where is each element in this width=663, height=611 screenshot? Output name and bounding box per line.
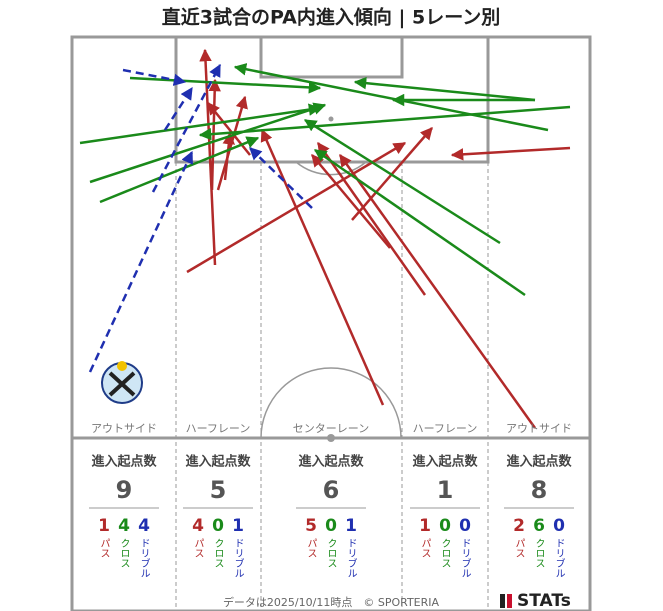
pass-count: 2 xyxy=(513,516,525,536)
arrow xyxy=(233,63,549,132)
arrow xyxy=(260,128,385,406)
brand-mark xyxy=(500,594,505,608)
center-circle xyxy=(260,367,402,439)
lane-lines xyxy=(175,162,489,611)
cross-label: クロス xyxy=(325,538,336,568)
dribble-count: 4 xyxy=(138,516,150,536)
arrow xyxy=(311,154,391,249)
dribble-count: 1 xyxy=(345,516,357,536)
arrow xyxy=(450,146,571,161)
arrow xyxy=(316,141,427,296)
emblem xyxy=(101,361,143,404)
arrow xyxy=(88,150,194,373)
arrow xyxy=(207,102,251,156)
dribble-count: 0 xyxy=(459,516,471,536)
lane-name: ハーフレーン xyxy=(413,422,478,435)
lane-header: 進入起点数 xyxy=(506,454,572,470)
pass-count: 4 xyxy=(192,516,204,536)
lane-name: アウトサイド xyxy=(506,422,572,435)
arrow xyxy=(99,136,260,204)
arrow xyxy=(151,63,222,193)
cross-count: 6 xyxy=(533,516,545,536)
cross-count: 0 xyxy=(325,516,337,536)
arrow xyxy=(338,153,537,429)
arrow xyxy=(222,131,236,181)
arrow xyxy=(163,86,194,131)
lane-total: 9 xyxy=(116,476,133,504)
brand-mark xyxy=(507,594,512,608)
arrow xyxy=(313,148,526,297)
lane-name: センターレーン xyxy=(293,422,369,435)
pass-count: 5 xyxy=(305,516,317,536)
dribble-count: 1 xyxy=(232,516,244,536)
lane-header: 進入起点数 xyxy=(91,454,157,470)
dribble-label: ドリブル xyxy=(345,538,357,578)
dribble-label: ドリブル xyxy=(553,538,565,578)
lane-name: ハーフレーン xyxy=(186,422,251,435)
lanes: アウトサイド進入起点数91パス4クロス4ドリブルハーフレーン進入起点数54パス0… xyxy=(89,422,574,578)
footer: データは2025/10/11時点 © SPORTERIA xyxy=(223,595,440,609)
pass-count: 1 xyxy=(98,516,110,536)
lane-total: 1 xyxy=(437,476,454,504)
arrow xyxy=(249,147,313,209)
emblem-ball xyxy=(117,361,127,371)
brand: STATs xyxy=(517,591,571,611)
arrows xyxy=(79,48,571,429)
pass-label: パス xyxy=(192,538,204,558)
emblem-mark xyxy=(108,371,136,397)
penalty-spot xyxy=(328,116,334,122)
pass-label: パス xyxy=(513,538,525,558)
title: 直近3試合のPA内進入傾向 | 5レーン別 xyxy=(162,6,501,29)
cross-count: 0 xyxy=(212,516,224,536)
lane-total: 5 xyxy=(210,476,227,504)
lane-total: 6 xyxy=(323,476,340,504)
cross-label: クロス xyxy=(212,538,223,568)
lane-name: アウトサイド xyxy=(91,422,157,435)
cross-label: クロス xyxy=(439,538,450,568)
dribble-label: ドリブル xyxy=(232,538,244,578)
center-spot xyxy=(327,434,335,442)
arrow xyxy=(353,76,536,102)
dribble-label: ドリブル xyxy=(459,538,471,578)
cross-count: 0 xyxy=(439,516,451,536)
arrow xyxy=(303,118,501,245)
lane-total: 8 xyxy=(531,476,548,504)
lane-header: 進入起点数 xyxy=(298,454,364,470)
lane-header: 進入起点数 xyxy=(412,454,478,470)
arrow xyxy=(79,103,322,145)
arrow xyxy=(89,102,327,184)
cross-label: クロス xyxy=(118,538,129,568)
cross-count: 4 xyxy=(118,516,130,536)
pass-label: パス xyxy=(98,538,110,558)
arrow xyxy=(198,105,571,141)
dribble-label: ドリブル xyxy=(138,538,150,578)
pass-label: パス xyxy=(419,538,431,558)
penalty-arc xyxy=(295,161,367,176)
arrow xyxy=(122,68,187,86)
dribble-count: 0 xyxy=(553,516,565,536)
pass-label: パス xyxy=(305,538,317,558)
cross-label: クロス xyxy=(533,538,544,568)
arrow xyxy=(129,76,322,94)
goal-area xyxy=(259,35,404,79)
lane-header: 進入起点数 xyxy=(185,454,251,470)
pass-count: 1 xyxy=(419,516,431,536)
